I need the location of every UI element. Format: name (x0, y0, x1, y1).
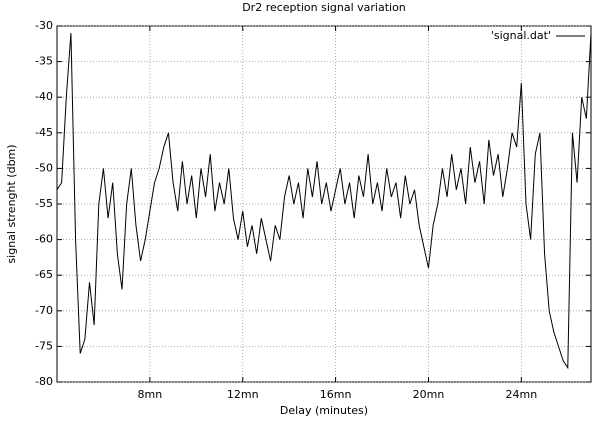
y-tick-label: -80 (35, 375, 53, 388)
y-tick-label: -45 (35, 126, 53, 139)
x-tick-label: 8mn (138, 388, 163, 401)
data-line (56, 33, 592, 370)
y-axis-label: signal strenght (dbm) (5, 144, 18, 263)
x-axis-label: Delay (minutes) (280, 404, 368, 417)
y-tick-label: -60 (35, 233, 53, 246)
y-tick-label: -30 (35, 19, 53, 32)
legend-label: 'signal.dat' (491, 29, 551, 42)
y-tick-label: -65 (35, 268, 53, 281)
x-tick-label: 12mn (227, 388, 259, 401)
y-tick-label: -70 (35, 304, 53, 317)
y-tick-label: -35 (35, 55, 53, 68)
y-tick-label: -55 (35, 197, 53, 210)
chart-title: Dr2 reception signal variation (242, 1, 406, 14)
x-tick-label: 24mn (506, 388, 538, 401)
x-tick-label: 20mn (413, 388, 445, 401)
y-tick-label: -50 (35, 161, 53, 174)
x-tick-label: 16mn (320, 388, 352, 401)
y-tick-label: -40 (35, 90, 53, 103)
y-tick-label: -75 (35, 339, 53, 352)
